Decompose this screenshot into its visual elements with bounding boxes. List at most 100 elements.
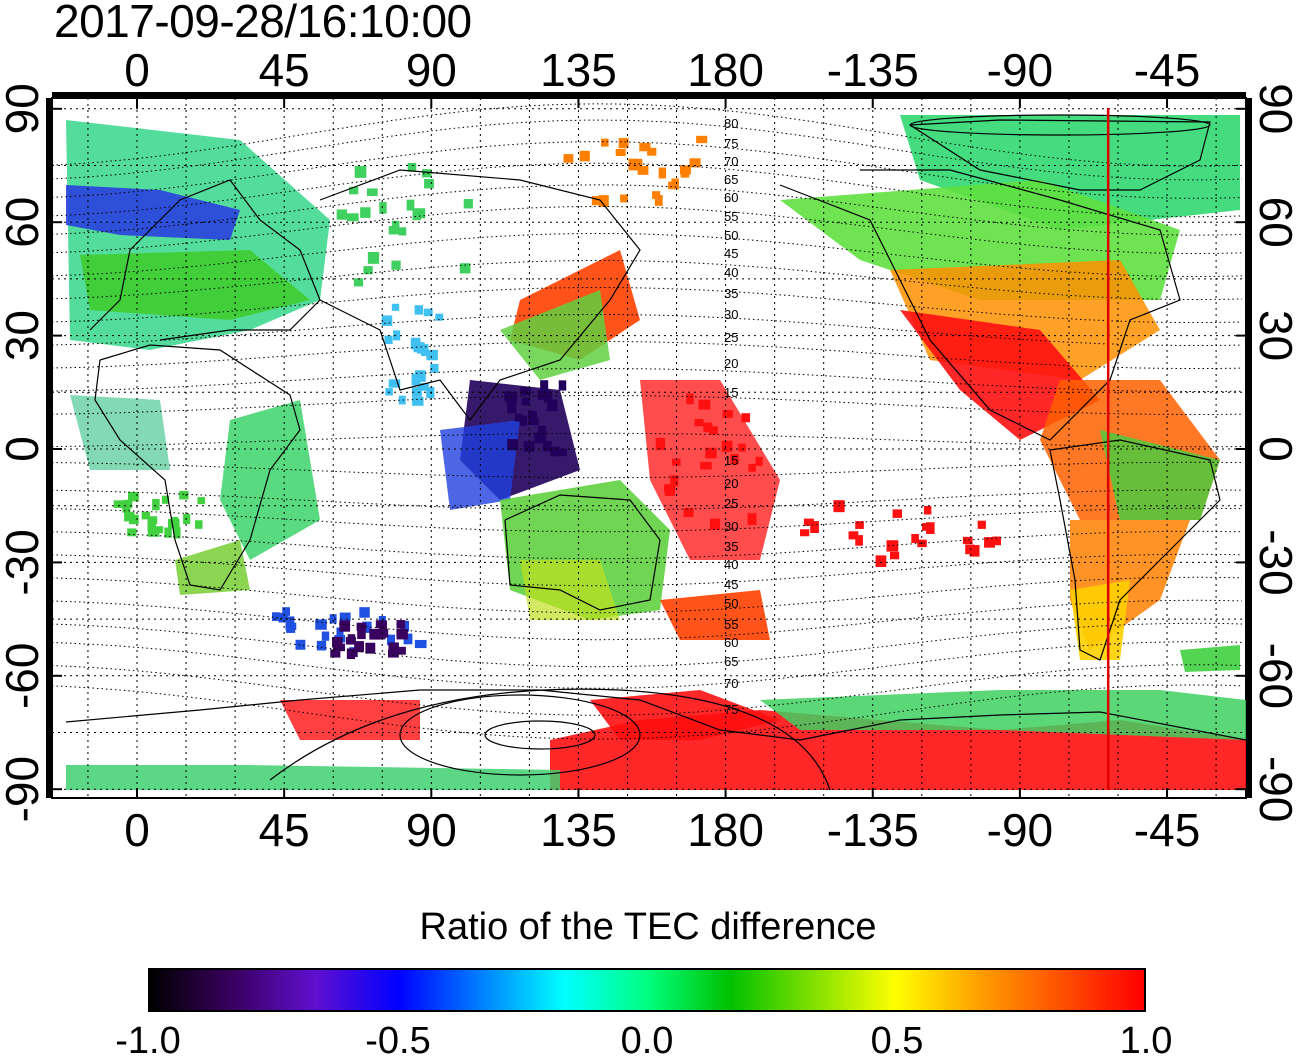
tec-cell [388, 642, 399, 653]
tec-cell [696, 135, 708, 144]
mlat-contour [52, 599, 1243, 641]
tec-map: 8075706560555045403530252015152025303540… [0, 44, 1296, 856]
tec-cell [381, 315, 393, 326]
tec-cell [411, 387, 422, 397]
tec-cell [686, 393, 694, 405]
mlat-contour [52, 314, 1243, 346]
mlat-label: 25 [724, 496, 738, 511]
tec-cell [528, 417, 539, 425]
mlat-label: 35 [724, 286, 738, 301]
tec-cell [285, 622, 297, 631]
tec-cell [330, 649, 341, 658]
mlat-label: 75 [724, 136, 738, 151]
mlat-label: 75 [724, 702, 738, 717]
tec-cell [655, 437, 666, 450]
frame-left-bar [46, 98, 52, 798]
tec-cell [505, 394, 517, 403]
tec-cell [113, 500, 125, 508]
tec-cell [360, 207, 371, 218]
mlat-label: 25 [724, 330, 738, 345]
tec-cell [969, 545, 980, 557]
lat-tick-label-left: 30 [0, 310, 48, 361]
coastline-africa [94, 344, 301, 591]
mlat-label: 65 [724, 172, 738, 187]
tec-cell [321, 631, 330, 641]
tec-cell [547, 399, 558, 412]
mlat-label: 45 [724, 577, 738, 592]
tec-cell [329, 614, 337, 624]
mlat-contour [52, 233, 1243, 277]
tec-cell [892, 509, 902, 518]
tec-cell [542, 441, 552, 452]
tec-cell [282, 607, 290, 616]
tec-cell [977, 520, 986, 529]
mlat-label: 40 [724, 557, 738, 572]
tec-patch-pacific-red [640, 380, 780, 560]
tec-cell [926, 522, 935, 534]
tec-cell [543, 391, 552, 403]
mlat-contour-pole [269, 688, 831, 791]
tec-cell [962, 536, 973, 545]
lat-tick-label-left: 0 [0, 436, 48, 462]
tec-cell [393, 330, 401, 341]
tec-cell [183, 514, 191, 525]
mlat-contour-north [909, 114, 1211, 136]
tec-cell [197, 497, 206, 505]
graticule [52, 98, 1246, 798]
tec-cell [412, 396, 424, 406]
lat-tick-label-right: 60 [1250, 197, 1296, 248]
tec-cell [354, 166, 367, 178]
tec-cell [598, 195, 609, 207]
tec-cell [127, 528, 137, 537]
tec-cell [747, 513, 757, 525]
tec-cell [514, 413, 523, 422]
coastline-greenland [909, 119, 1211, 191]
tec-cell [855, 521, 864, 529]
tec-cell [668, 181, 679, 190]
tec-cell [161, 495, 170, 504]
tec-cell [127, 491, 139, 502]
tec-cell [423, 308, 433, 317]
lon-tick-label-bottom: 45 [259, 804, 310, 856]
tec-cell [353, 278, 364, 287]
tec-cell [591, 196, 601, 206]
tec-cell [810, 521, 819, 533]
lon-tick-label-top: 135 [540, 44, 617, 96]
mlat-contour-pole [399, 694, 641, 776]
lon-tick-label-top: 90 [406, 44, 457, 96]
tec-cell [507, 401, 517, 414]
tec-cell [694, 419, 704, 427]
tec-cell [354, 641, 364, 653]
mlat-label: 60 [724, 635, 738, 650]
tec-cell [730, 453, 739, 465]
mlat-contour [52, 684, 1243, 740]
tec-cell [414, 305, 423, 315]
mlat-contour [52, 368, 1243, 392]
tec-cell [316, 640, 327, 651]
tec-cell [403, 633, 413, 645]
tec-cell [738, 443, 746, 452]
mlat-label: 20 [724, 356, 738, 371]
tec-cell [173, 527, 181, 539]
lon-tick-label-bottom: -45 [1134, 804, 1200, 856]
tec-cell [410, 337, 421, 350]
tec-cell [618, 138, 629, 149]
mlat-contour [52, 432, 1243, 448]
tec-cell [391, 260, 401, 270]
tec-cell [537, 390, 550, 400]
tec-cell [620, 194, 628, 203]
tec-cell [889, 551, 900, 560]
tec-cell [167, 518, 180, 528]
lon-tick-label-bottom: 90 [406, 804, 457, 856]
tec-cell [911, 534, 919, 543]
tec-cell [396, 620, 406, 629]
tec-cell [122, 504, 131, 513]
tec-cell [179, 490, 189, 500]
tec-cell [923, 505, 932, 515]
tec-cell [652, 191, 661, 199]
tec-cell [396, 629, 408, 640]
mlat-contour [52, 530, 1243, 560]
mlat-contour [52, 507, 1243, 533]
tec-cell [422, 169, 432, 178]
tec-cell [800, 529, 810, 537]
